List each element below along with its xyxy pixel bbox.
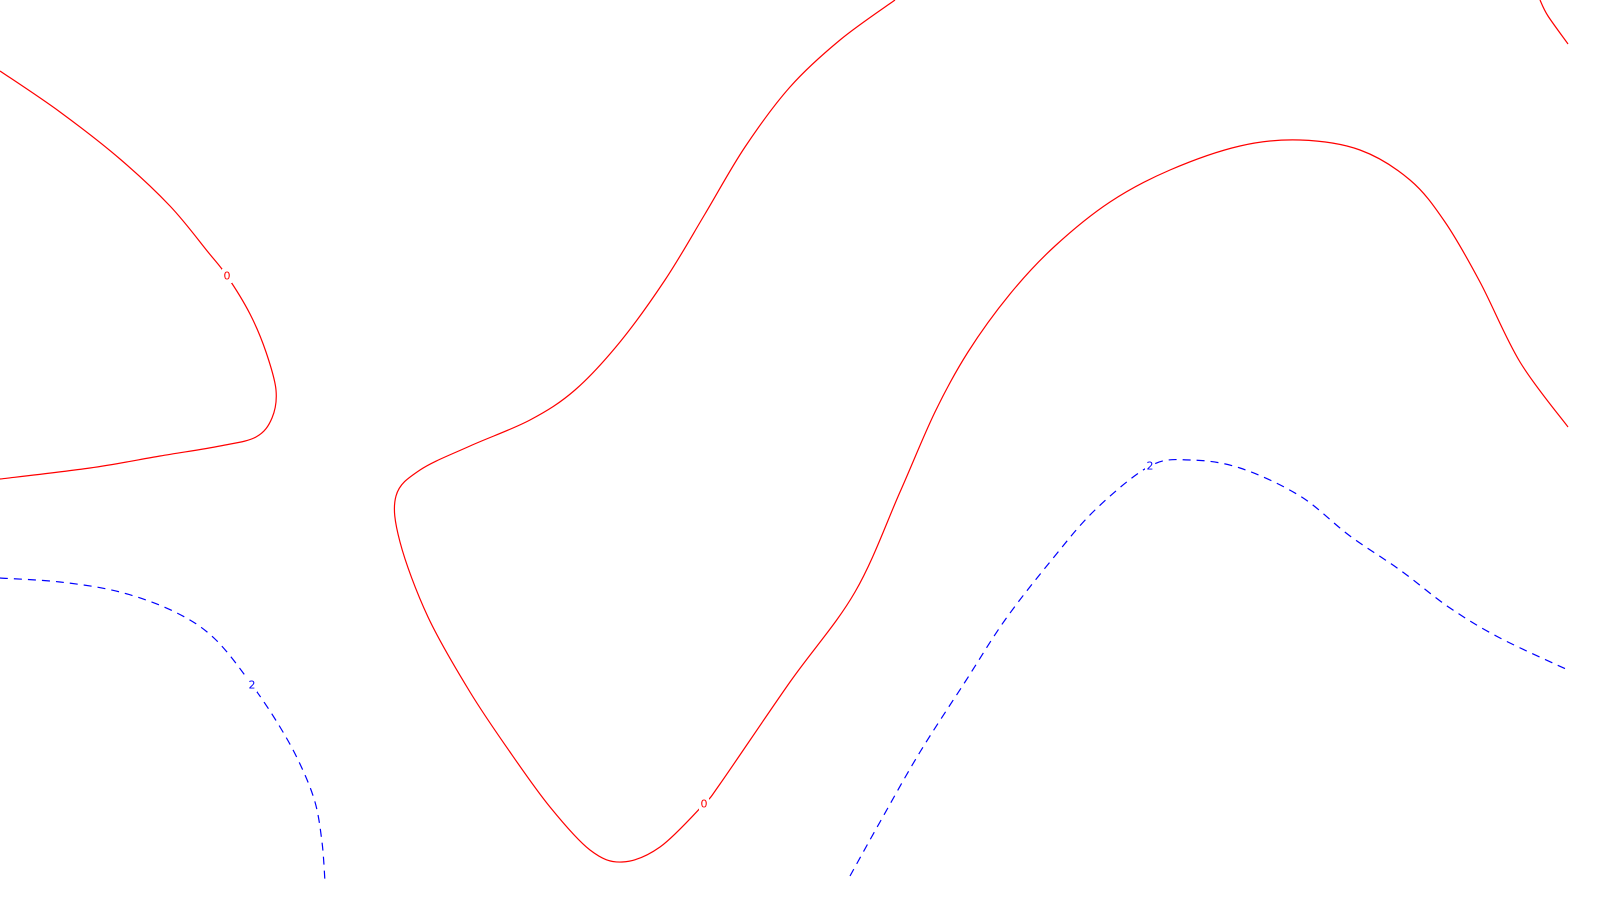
contour-line-level-2-1 [0,577,326,883]
contour-label-level-2-1: 2 [249,679,256,692]
contour-line-level-0-3 [1539,0,1569,45]
contour-label-background [699,797,709,811]
contour-label-level-2-2: 2 [1147,460,1154,473]
contour-label-level-0-2: 0 [701,798,708,811]
contour-label-background [222,269,232,283]
contour-label-background [1145,459,1155,473]
contour-label-level-0-1: 0 [224,270,231,283]
contour-labels: 0 0 2 2 [222,269,1155,811]
contour-label-background [247,678,257,692]
contour-line-level-2-2 [849,458,1569,877]
contour-lines [0,0,1569,883]
contour-line-level-0-1 [0,70,277,480]
contour-line-level-0-2 [393,0,1569,863]
